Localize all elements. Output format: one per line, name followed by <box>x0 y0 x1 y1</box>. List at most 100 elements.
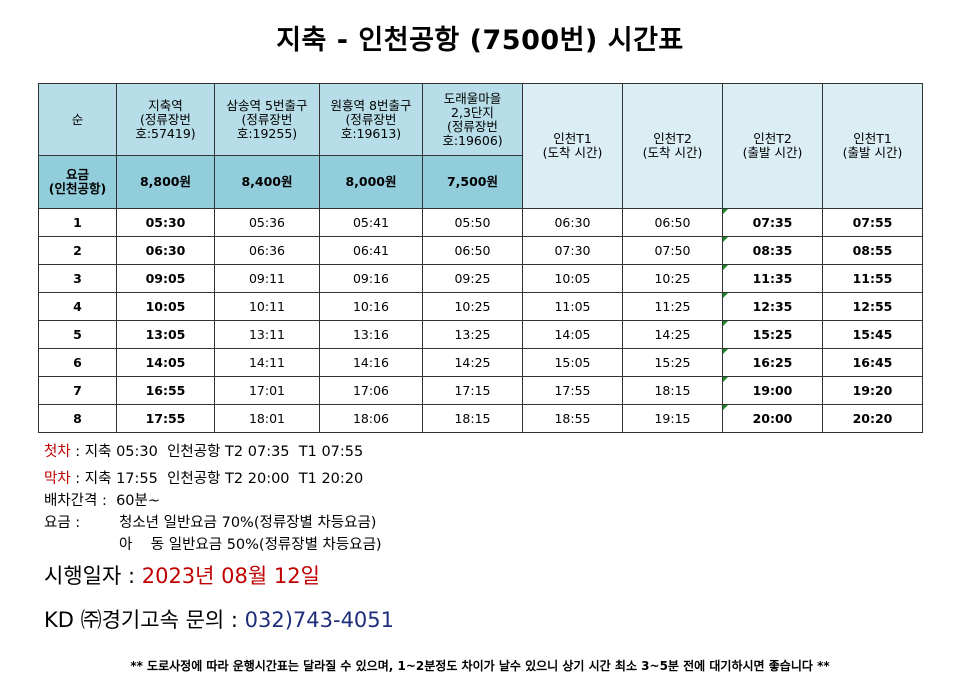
fare-note-youth: 청소년 일반요금 70%(정류장별 차등요금) <box>119 515 377 531</box>
time-cell: 14:25 <box>422 348 523 377</box>
time-cell: 14:05 <box>522 320 623 349</box>
terminal-name: 인천T2 <box>753 131 792 146</box>
time-cell: 15:25 <box>722 320 823 349</box>
stop-name: 지축역 <box>148 97 183 113</box>
time-cell: 15:05 <box>522 348 623 377</box>
time-cell: 20:20 <box>822 404 923 433</box>
time-cell: 18:55 <box>522 404 623 433</box>
table-row: 3 09:05 09:11 09:16 09:25 10:05 10:25 11:35 11:5… <box>38 264 923 293</box>
col-header-stop-4: 도래울마을 2,3단지 (정류장번 호:19606) <box>422 83 523 156</box>
time-cell: 05:30 <box>116 208 215 237</box>
time-cell: 07:55 <box>822 208 923 237</box>
time-cell: 12:35 <box>722 292 823 321</box>
stop-id-label: (정류장번 <box>447 118 498 134</box>
time-cell: 11:35 <box>722 264 823 293</box>
row-number-cell: 8 <box>38 404 117 433</box>
col-header-t1-arrival: 인천T1 (도착 시간) <box>522 83 623 209</box>
time-cell: 10:25 <box>622 264 723 293</box>
table-row: 6 14:05 14:11 14:16 14:25 15:05 15:25 16:25 16:4… <box>38 348 923 377</box>
stop-name: 삼송역 5번출구 <box>226 97 308 113</box>
time-cell: 16:45 <box>822 348 923 377</box>
col-header-stop-3: 원흥역 8번출구 (정류장번 호:19613) <box>319 83 423 156</box>
time-type: (출발 시간) <box>742 145 803 160</box>
terminal-name: 인천T1 <box>853 131 892 146</box>
time-cell: 18:15 <box>422 404 523 433</box>
time-cell: 10:11 <box>214 292 320 321</box>
time-cell: 11:25 <box>622 292 723 321</box>
first-bus-note: 첫차 : 지축 05:30 인천공항 T2 07:35 T1 07:55 <box>44 440 363 461</box>
stop-name: 도래울마을 <box>443 90 502 106</box>
time-cell: 19:20 <box>822 376 923 405</box>
col-header-t2-arrival: 인천T2 (도착 시간) <box>622 83 723 209</box>
row-number-cell: 7 <box>38 376 117 405</box>
time-type: (도착 시간) <box>542 145 603 160</box>
time-cell: 05:41 <box>319 208 423 237</box>
time-cell: 07:30 <box>522 236 623 265</box>
col-header-order: 순 <box>38 83 117 156</box>
time-cell: 18:06 <box>319 404 423 433</box>
fare-stop-4: 7,500원 <box>422 155 523 209</box>
contact-line: KD ㈜경기고속 문의 : 032)743-4051 <box>44 604 394 634</box>
fare-stop-3: 8,000원 <box>319 155 423 209</box>
time-cell: 05:36 <box>214 208 320 237</box>
fare-note-label: 요금 : <box>44 515 81 531</box>
time-cell: 17:01 <box>214 376 320 405</box>
table-row: 8 17:55 18:01 18:06 18:15 18:55 19:15 20:00 20:2… <box>38 404 923 433</box>
terminal-name: 인천T1 <box>553 131 592 146</box>
time-cell: 13:05 <box>116 320 215 349</box>
timetable: 순 지축역 (정류장번 호:57419) 삼송역 5번출구 (정류장번 호:19… <box>38 83 923 433</box>
time-cell: 17:15 <box>422 376 523 405</box>
table-row: 2 06:30 06:36 06:41 06:50 07:30 07:50 08:35 08:5… <box>38 236 923 265</box>
time-cell: 09:05 <box>116 264 215 293</box>
time-cell: 10:16 <box>319 292 423 321</box>
row-number-cell: 1 <box>38 208 117 237</box>
time-cell: 06:30 <box>116 236 215 265</box>
time-cell: 10:05 <box>522 264 623 293</box>
time-cell: 13:16 <box>319 320 423 349</box>
row-number-cell: 4 <box>38 292 117 321</box>
contact-phone: 032)743-4051 <box>244 608 395 632</box>
effective-date-line: 시행일자 : 2023년 08월 12일 <box>44 560 320 590</box>
time-cell: 06:50 <box>422 236 523 265</box>
time-cell: 20:00 <box>722 404 823 433</box>
time-cell: 09:16 <box>319 264 423 293</box>
row-number-cell: 3 <box>38 264 117 293</box>
stop-name: 원흥역 8번출구 <box>330 97 412 113</box>
time-cell: 07:50 <box>622 236 723 265</box>
table-row: 7 16:55 17:01 17:06 17:15 17:55 18:15 19:00 19:2… <box>38 376 923 405</box>
time-cell: 14:16 <box>319 348 423 377</box>
table-row: 1 05:30 05:36 05:41 05:50 06:30 06:50 07:35 07:5… <box>38 208 923 237</box>
time-cell: 10:25 <box>422 292 523 321</box>
first-bus-label: 첫차 <box>44 444 71 460</box>
col-header-t2-departure: 인천T2 (출발 시간) <box>722 83 823 209</box>
col-header-stop-1: 지축역 (정류장번 호:57419) <box>116 83 215 156</box>
time-cell: 14:25 <box>622 320 723 349</box>
time-cell: 19:00 <box>722 376 823 405</box>
time-cell: 17:55 <box>522 376 623 405</box>
last-bus-text: : 지축 17:55 인천공항 T2 20:00 T1 20:20 <box>70 471 364 487</box>
time-cell: 17:55 <box>116 404 215 433</box>
stop-id: 호:19255) <box>236 125 298 141</box>
header-row: 순 지축역 (정류장번 호:57419) 삼송역 5번출구 (정류장번 호:19… <box>38 83 923 209</box>
time-cell: 16:25 <box>722 348 823 377</box>
time-cell: 06:30 <box>522 208 623 237</box>
time-cell: 11:05 <box>522 292 623 321</box>
time-cell: 09:11 <box>214 264 320 293</box>
contact-label: KD ㈜경기고속 문의 : <box>44 608 245 632</box>
last-bus-note: 막차 : 지축 17:55 인천공항 T2 20:00 T1 20:20 <box>44 467 363 488</box>
time-cell: 11:55 <box>822 264 923 293</box>
time-cell: 05:50 <box>422 208 523 237</box>
time-cell: 13:11 <box>214 320 320 349</box>
time-cell: 06:50 <box>622 208 723 237</box>
time-type: (도착 시간) <box>642 145 703 160</box>
disclaimer: ** 도로사정에 따라 운행시간표는 달라질 수 있으며, 1~2분정도 차이가… <box>130 659 830 673</box>
stop-name-sub: 2,3단지 <box>451 104 494 120</box>
time-cell: 19:15 <box>622 404 723 433</box>
row-number-cell: 5 <box>38 320 117 349</box>
time-cell: 08:55 <box>822 236 923 265</box>
stop-id-label: (정류장번 <box>140 111 191 127</box>
stop-id-label: (정류장번 <box>241 111 293 127</box>
stop-id: 호:57419) <box>135 125 196 141</box>
time-cell: 18:15 <box>622 376 723 405</box>
time-cell: 10:05 <box>116 292 215 321</box>
